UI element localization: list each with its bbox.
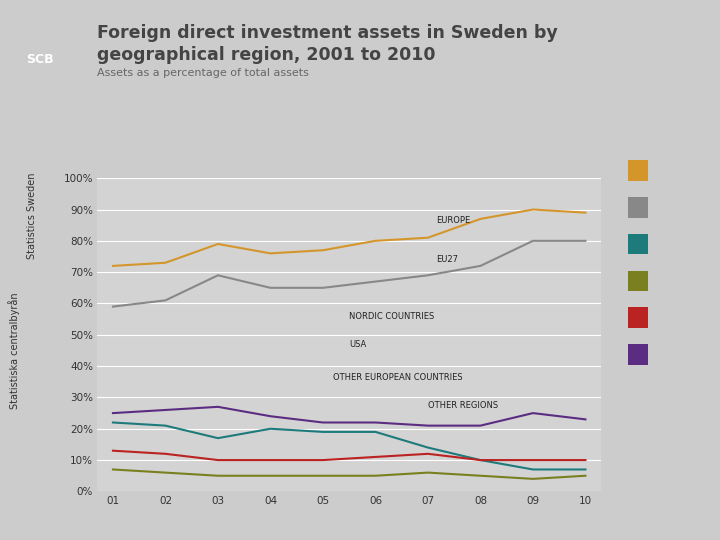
Text: geographical region, 2001 to 2010: geographical region, 2001 to 2010 [97,46,436,64]
Text: Assets as a percentage of total assets: Assets as a percentage of total assets [97,68,309,78]
Text: Foreign direct investment assets in Sweden by: Foreign direct investment assets in Swed… [97,24,558,42]
Text: EUROPE: EUROPE [436,216,470,225]
Text: USA: USA [349,340,366,349]
Text: Statistics Sweden: Statistics Sweden [27,173,37,259]
Text: OTHER EUROPEAN COUNTRIES: OTHER EUROPEAN COUNTRIES [333,373,463,382]
Text: Statistiska centralbyrån: Statistiska centralbyrån [9,293,20,409]
Text: OTHER REGIONS: OTHER REGIONS [428,401,498,410]
Text: SCB: SCB [26,53,53,66]
Text: EU27: EU27 [436,255,458,264]
Text: NORDIC COUNTRIES: NORDIC COUNTRIES [349,312,434,321]
